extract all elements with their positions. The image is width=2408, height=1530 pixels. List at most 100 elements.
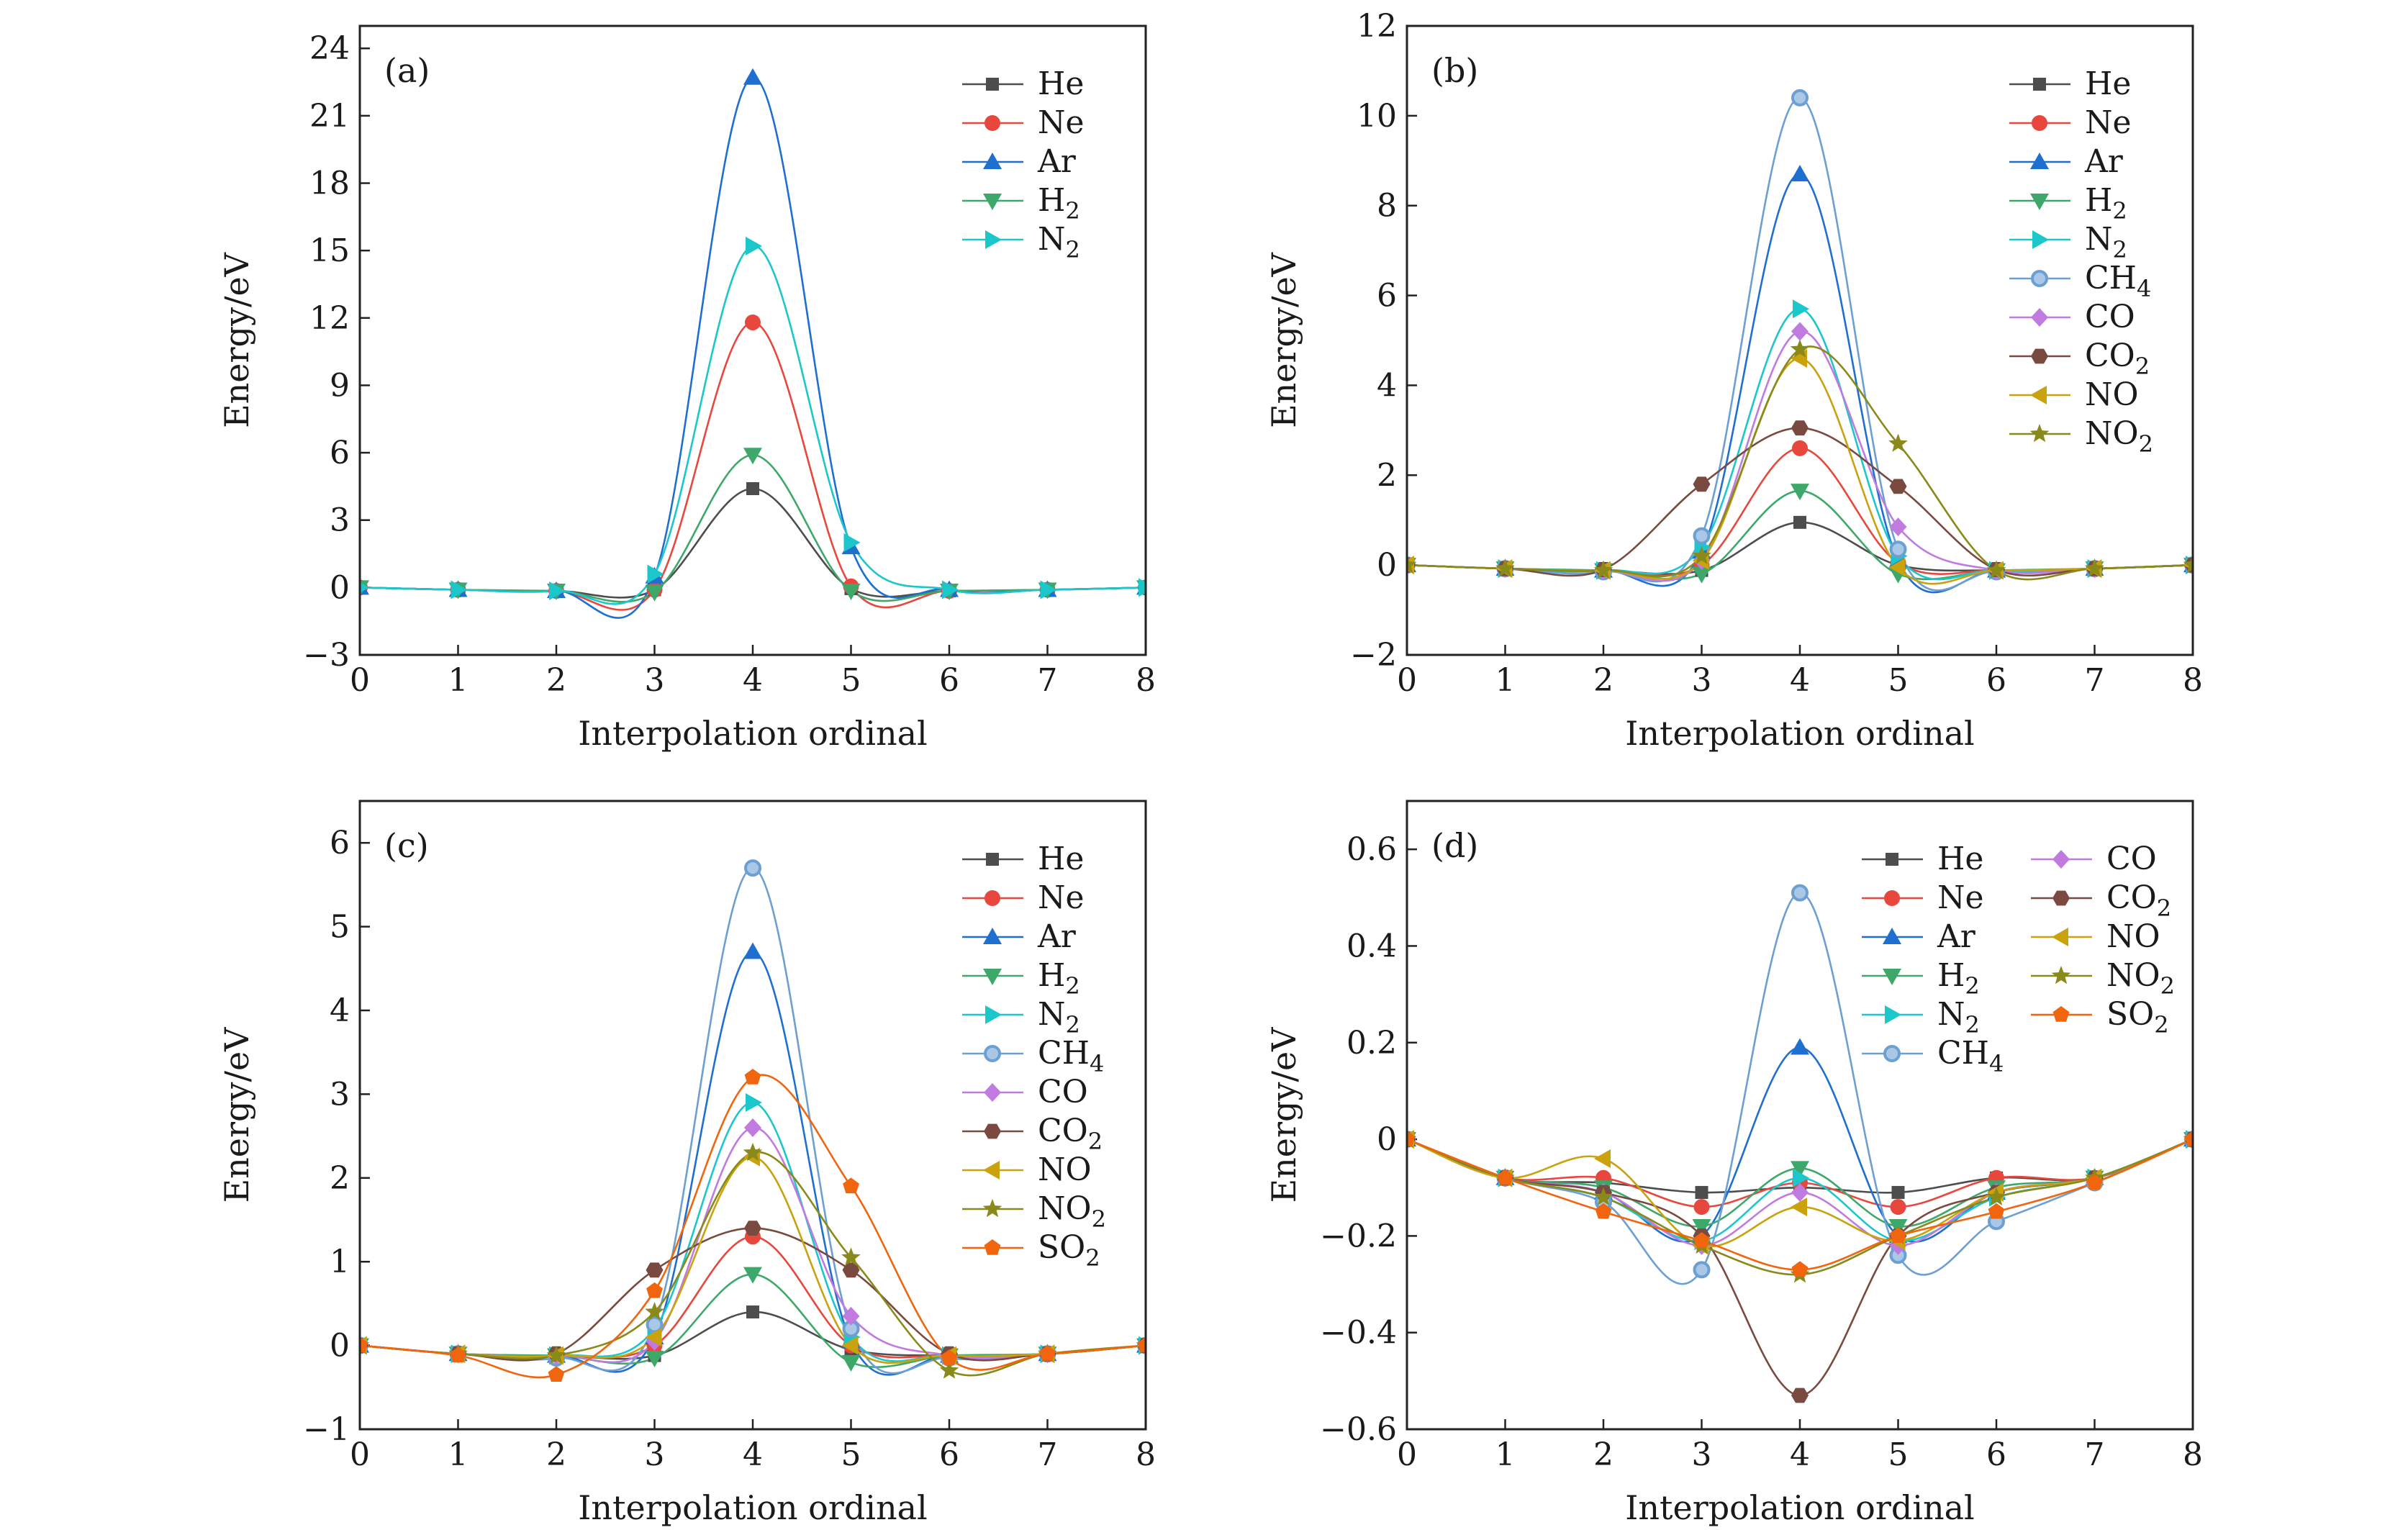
data-point-co [744, 1118, 761, 1137]
x-tick-label: 2 [546, 1436, 566, 1473]
data-point-n2 [549, 581, 566, 601]
y-tick-label: −3 [303, 637, 350, 674]
x-tick-label: 8 [2183, 662, 2203, 699]
y-tick-label: 0.6 [1346, 831, 1397, 868]
legend-label-ne: Ne [1038, 104, 1085, 141]
data-point-so2 [1988, 1203, 2005, 1219]
data-point-ch4 [1693, 1261, 1711, 1279]
data-point-so2 [744, 1069, 761, 1085]
x-tick-label: 3 [645, 1436, 665, 1473]
data-point-no2 [1790, 339, 1810, 358]
data-point-h2 [645, 584, 664, 602]
data-point-h2 [743, 448, 762, 465]
x-axis-label: Interpolation ordinal [578, 1488, 928, 1527]
y-tick-label: 3 [330, 1076, 350, 1113]
legend-label-ar: Ar [1037, 143, 1077, 180]
data-point-n2 [1793, 1168, 1809, 1187]
panel-a: 0 1 2 3 4 5 6 7 8−303691215182124(a)Interpolatio… [217, 24, 1156, 753]
x-tick-label: 5 [1888, 1436, 1909, 1473]
data-point-h2 [841, 584, 861, 601]
data-point-so2 [450, 1346, 466, 1363]
legend-marker-n2 [1885, 1005, 1901, 1024]
data-point-n2 [746, 1093, 762, 1113]
legend-label-no2: NO2 [2106, 957, 2175, 1000]
data-point-ar [1791, 1038, 1809, 1055]
panel-b-series [1407, 89, 2193, 594]
legend-marker-h2 [1883, 969, 1901, 985]
x-tick-label: 1 [1495, 662, 1516, 699]
data-point-n2 [360, 582, 369, 593]
data-point-so2 [1595, 1203, 1612, 1219]
data-point-n2 [451, 580, 468, 599]
legend-label-ne: Ne [1937, 879, 1984, 916]
data-point-ch4 [744, 859, 761, 877]
data-point-co2 [1889, 479, 1907, 494]
y-tick-label: 6 [330, 825, 350, 861]
data-point-n2 [647, 564, 664, 584]
x-tick-label: 7 [2085, 662, 2105, 699]
data-point-so2 [1890, 1227, 1906, 1244]
x-tick-label: 4 [743, 1436, 763, 1473]
data-point-no2 [2085, 558, 2104, 577]
y-tick-label: −0.2 [1320, 1218, 1397, 1254]
panel-a-frame [358, 24, 1147, 656]
y-tick-label: 8 [1377, 188, 1397, 225]
y-tick-label: 4 [330, 992, 350, 1029]
legend-label-co: CO [2106, 841, 2157, 877]
y-tick-label: −0.4 [1320, 1315, 1397, 1352]
data-point-so2 [360, 1336, 368, 1353]
y-axis-label: Energy/eV [217, 252, 256, 428]
data-point-ch4 [1791, 89, 1809, 107]
y-tick-label: 12 [1357, 8, 1397, 45]
y-tick-label: 6 [1377, 278, 1397, 314]
data-point-no2 [546, 1345, 566, 1364]
y-tick-label: 18 [309, 166, 350, 202]
data-point-no2 [1986, 560, 2006, 579]
legend-label-so2: SO2 [1038, 1229, 1100, 1272]
data-point-n2 [1793, 299, 1809, 319]
data-point-n2 [1139, 578, 1146, 597]
panel-label: (c) [384, 826, 429, 865]
x-tick-label: 0 [1397, 662, 1417, 699]
legend-marker-n2 [2032, 230, 2049, 249]
legend-label-he: He [1038, 841, 1084, 877]
data-point-so2 [1791, 1261, 1809, 1277]
x-tick-label: 1 [448, 662, 469, 699]
legend-marker-ne [985, 890, 1000, 906]
y-tick-label: 3 [330, 502, 350, 539]
legend-label-no: NO [2085, 376, 2139, 413]
legend-label-he: He [1937, 841, 1983, 877]
data-point-ch4 [1791, 884, 1809, 902]
legend-marker-co [2031, 308, 2048, 327]
legend-label-h2: H2 [2085, 182, 2127, 225]
data-point-no2 [743, 1142, 763, 1162]
data-point-no [1594, 1149, 1611, 1168]
x-tick-label: 8 [2183, 1436, 2203, 1473]
legend-marker-ar [2030, 153, 2049, 169]
data-point-he [1891, 1185, 1905, 1199]
x-axis-label: Interpolation ordinal [578, 714, 928, 753]
x-tick-label: 5 [1888, 662, 1909, 699]
legend-marker-co2 [2052, 890, 2070, 906]
data-point-no [841, 1336, 859, 1355]
data-point-no2 [1888, 433, 1908, 452]
panel-label: (d) [1431, 826, 1478, 865]
legend-label-ar: Ar [2084, 143, 2124, 180]
y-tick-label: 1 [330, 1244, 350, 1280]
legend-label-ar: Ar [1037, 918, 1077, 955]
data-point-n2 [746, 236, 762, 255]
legend-marker-ne [1884, 890, 1900, 906]
data-point-h2 [1791, 484, 1809, 501]
data-point-h2 [1791, 1161, 1809, 1178]
x-tick-label: 8 [1136, 1436, 1156, 1473]
legend-label-h2: H2 [1937, 957, 1980, 1000]
data-point-no2 [1593, 560, 1613, 579]
y-tick-label: −1 [303, 1411, 350, 1448]
legend-marker-he [1886, 853, 1898, 866]
legend-marker-so2 [2052, 1006, 2070, 1022]
x-tick-label: 6 [939, 1436, 959, 1473]
